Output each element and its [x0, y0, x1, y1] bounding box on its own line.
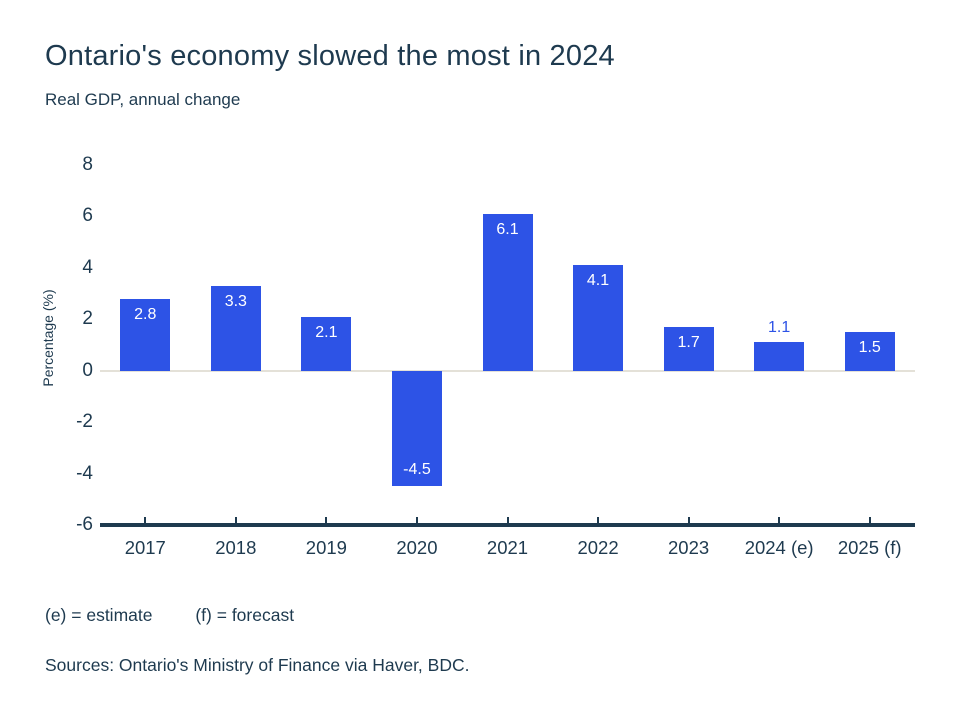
x-axis-line	[100, 523, 915, 527]
chart-subtitle: Real GDP, annual change	[45, 90, 241, 109]
x-axis-tick	[687, 517, 690, 523]
y-tick-label: -4	[76, 462, 93, 484]
y-tick-label: 4	[82, 256, 93, 278]
x-tick-label: 2018	[215, 537, 257, 558]
bar-value-label: 3.3	[224, 292, 247, 310]
page-title: Ontario's economy slowed the most in 202…	[45, 40, 615, 72]
x-tick-label: 2017	[124, 537, 166, 558]
x-axis-tick	[325, 517, 328, 523]
x-tick-label: 2022	[577, 537, 619, 558]
bar-value-label: 2.8	[134, 305, 157, 323]
sources-note: Sources: Ontario's Ministry of Finance v…	[45, 655, 470, 675]
bar-value-label: 1.5	[858, 339, 881, 357]
x-tick-label: 2020	[396, 537, 438, 558]
bar-2018	[210, 285, 261, 371]
x-axis-tick	[234, 517, 237, 523]
bar-2021	[482, 213, 533, 371]
x-tick-label: 2019	[305, 537, 347, 558]
x-axis-tick	[415, 517, 418, 523]
forecast-note: (f) = forecast	[195, 605, 295, 625]
chart-footnote: (e) = estimate (f) = forecast	[45, 605, 294, 626]
x-tick-label: 2021	[486, 537, 529, 558]
bar-value-label: 6.1	[496, 220, 519, 238]
x-tick-label: 2023	[668, 537, 710, 558]
bar-2019	[301, 316, 352, 371]
bar-value-label: 4.1	[586, 272, 610, 290]
x-axis-tick	[597, 517, 600, 523]
estimate-note: (e) = estimate	[45, 605, 153, 625]
y-tick-label: 2	[82, 308, 93, 330]
x-axis-tick	[778, 517, 781, 523]
bar-value-label: 1.7	[677, 334, 700, 351]
bar-value-label: 2.1	[315, 323, 338, 341]
bar-2017	[120, 298, 171, 371]
y-tick-label: 8	[82, 154, 93, 175]
x-axis-tick	[506, 517, 509, 523]
bar-2025	[844, 332, 895, 371]
y-tick-label: 0	[82, 359, 93, 381]
bar-value-label: 1.1	[768, 319, 791, 337]
y-axis-title: Percentage (%)	[40, 289, 56, 387]
y-tick-label: -2	[76, 411, 93, 433]
bar-2022	[573, 265, 624, 371]
x-axis-tick	[144, 517, 147, 523]
bar-value-label: -4.5	[403, 461, 431, 479]
bar-2024	[754, 342, 805, 371]
bar-2023	[663, 327, 714, 371]
x-tick-label: 2025 (f)	[837, 537, 902, 558]
x-tick-label: 2024 (e)	[744, 537, 814, 558]
zero-baseline	[100, 369, 915, 372]
bar-2020	[391, 370, 442, 487]
x-axis-tick	[868, 517, 871, 523]
y-tick-label: -6	[76, 514, 93, 535]
y-tick-label: 6	[82, 205, 93, 227]
